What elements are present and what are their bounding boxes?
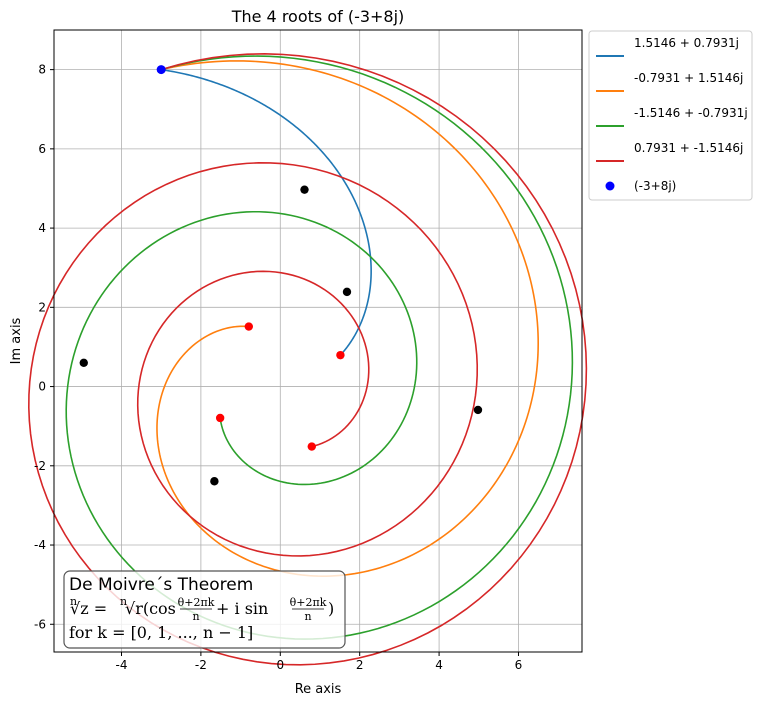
formula-rhs-prefix: √r(cos xyxy=(125,599,176,618)
formula-root-index-r: n xyxy=(120,595,127,608)
formula-end: ) xyxy=(328,599,334,618)
legend-entry-label: 0.7931 + -1.5146j xyxy=(634,141,743,155)
intermediate-point xyxy=(79,358,88,367)
root-point xyxy=(336,350,345,360)
y-tick-label: 4 xyxy=(38,221,46,235)
root-point xyxy=(215,413,225,423)
y-tick-label: 2 xyxy=(38,300,46,314)
x-tick-label: 2 xyxy=(356,658,364,672)
legend-entry-label: (-3+8j) xyxy=(634,179,676,193)
series-line xyxy=(28,53,588,666)
legend: 1.5146 + 0.7931j -0.7931 + 1.5146j -1.5146… xyxy=(588,30,753,201)
formula-frac-num-2: θ+2πk xyxy=(290,596,327,609)
intermediate-point xyxy=(210,477,219,486)
y-axis-label: Im axis xyxy=(9,317,24,364)
legend-frame xyxy=(588,30,753,201)
series-layer xyxy=(28,53,588,666)
legend-entry-label: 1.5146 + 0.7931j xyxy=(634,36,739,50)
legend-entry-label: -0.7931 + 1.5146j xyxy=(634,71,743,85)
formula-lhs: √z = xyxy=(70,599,107,618)
plot-frame xyxy=(53,29,583,653)
x-tick-label: -2 xyxy=(195,658,207,672)
formula-k-line: for k = [0, 1, ..., n − 1] xyxy=(69,623,253,642)
root-point xyxy=(244,322,254,331)
x-tick-label: 0 xyxy=(276,658,284,672)
annotation-heading: De Moivre´s Theorem xyxy=(69,575,253,595)
formula-mid: + i sin xyxy=(216,599,268,618)
ticks: -4 -2 0 2 4 6 -6 -4 -2 0 2 4 6 8 xyxy=(34,63,522,672)
y-tick-label: -6 xyxy=(34,617,46,631)
formula-root-index: n xyxy=(70,595,77,608)
annotation-box-frame xyxy=(63,570,346,649)
y-tick-label: 0 xyxy=(38,380,46,394)
x-tick-label: -4 xyxy=(116,658,128,672)
intermediate-point xyxy=(342,287,352,297)
y-tick-label: -4 xyxy=(34,538,46,552)
formula-frac-num-1: θ+2πk xyxy=(178,596,215,609)
y-tick-label: -2 xyxy=(34,459,46,473)
series-line xyxy=(156,60,540,577)
z-point xyxy=(156,65,166,75)
root-point xyxy=(307,442,316,451)
points-layer xyxy=(79,65,483,486)
grid xyxy=(54,30,582,652)
legend-entry-label: -1.5146 + -0.7931j xyxy=(634,106,748,120)
y-tick-label: 8 xyxy=(38,63,46,77)
x-axis-label: Re axis xyxy=(295,682,342,697)
series-line xyxy=(161,68,372,356)
theorem-annotation-box: De Moivre´s Theorem n √z = n √r(cos θ+2π… xyxy=(63,570,346,649)
intermediate-point xyxy=(473,405,483,415)
intermediate-point xyxy=(300,185,309,194)
formula-frac-den-2: n xyxy=(304,610,311,623)
y-tick-label: 6 xyxy=(38,142,46,156)
chart-title: The 4 roots of (-3+8j) xyxy=(231,7,405,26)
legend-z-marker xyxy=(605,181,615,191)
series-line xyxy=(65,55,574,640)
x-tick-label: 4 xyxy=(435,658,443,672)
formula-frac-den-1: n xyxy=(192,610,199,623)
x-tick-label: 6 xyxy=(515,658,523,672)
